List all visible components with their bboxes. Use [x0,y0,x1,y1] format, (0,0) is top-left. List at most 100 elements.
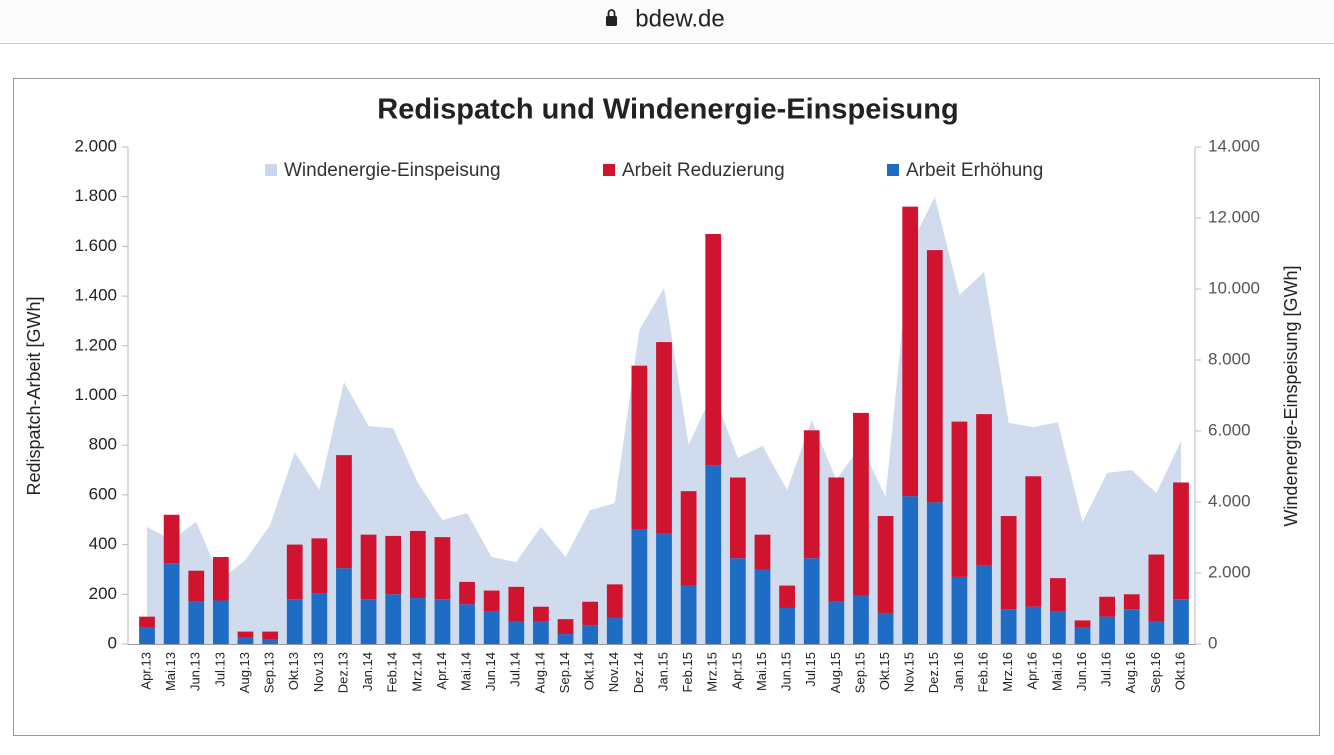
bar-segment [188,570,205,602]
y-axis-label: Redispatch-Arbeit [GWh] [24,296,44,495]
bar-segment [779,585,795,608]
bar-segment [680,585,697,644]
lock-shackle [607,9,616,16]
bar-segment [631,365,648,530]
bar-segment [631,529,648,644]
x-tick-label: Jul.15 [803,652,818,687]
bar-segment [163,514,180,564]
x-tick-label: Jun.16 [1074,652,1089,691]
lock-icon [606,16,617,26]
y-tick-label: 1.800 [74,186,117,205]
x-tick-label: Feb.15 [680,652,695,692]
bar-segment [877,612,894,644]
y-tick-label: 1.400 [74,286,117,305]
x-tick-label: Jan.14 [360,652,375,691]
bar-segment [409,530,426,599]
bar-segment [262,639,278,644]
x-tick-label: Apr.16 [1025,652,1040,690]
bar-segment [1099,596,1116,617]
browser-bar: bdew.de [0,0,1334,44]
y-tick-label: 200 [89,584,117,603]
bar-segment [286,599,303,644]
y-tick-label: 400 [89,534,117,553]
bar-segment [336,568,352,644]
bar-segment [680,491,697,586]
y-tick-label: 0 [108,633,117,652]
bar-segment [409,598,426,644]
x-tick-label: Sep.13 [262,652,277,693]
x-tick-label: Nov.15 [902,652,917,692]
legend-item: Arbeit Reduzierung [603,160,785,181]
bar-segment [803,558,820,644]
y2-tick-label: 10.000 [1208,278,1260,297]
x-tick-label: Apr.13 [138,652,153,690]
bar-segment [877,516,894,613]
y-tick-label: 1.000 [74,385,117,404]
legend-swatch [603,164,615,176]
x-tick-label: Jul.13 [212,652,227,687]
bar-segment [139,627,155,644]
bar-segment [188,601,205,644]
y2-tick-label: 4.000 [1208,491,1251,510]
bar-segment [1173,482,1189,600]
bar-segment [1123,609,1140,644]
legend-item: Arbeit Erhöhung [887,160,1043,181]
legend-swatch [887,164,899,176]
bar-segment [286,544,303,600]
bar-segment [385,535,402,595]
x-tick-label: Mai.16 [1049,652,1064,691]
y2-tick-label: 8.000 [1208,349,1251,368]
bar-segment [1025,476,1042,607]
bar-segment [212,600,229,644]
x-tick-label: Mai.14 [458,652,473,691]
bar-segment [828,477,845,602]
bar-segment [582,601,599,626]
bar-segment [853,412,869,596]
legend-item: Windenergie-Einspeisung [265,160,501,181]
bar-segment [483,590,500,612]
bar-segment [434,537,451,600]
x-tick-label: Jun.14 [483,652,498,691]
x-tick-label: Aug.14 [532,652,547,693]
y-tick-label: 800 [89,435,117,454]
legend-label: Windenergie-Einspeisung [284,160,501,181]
x-tick-label: Dez.13 [335,652,350,693]
bar-segment [212,557,229,601]
x-tick-label: Dez.15 [926,652,941,693]
y2-tick-label: 2.000 [1208,562,1251,581]
bar-segment [951,576,968,644]
x-tick-label: Mai.15 [754,652,769,691]
x-tick-label: Jan.16 [951,652,966,691]
x-tick-label: Mrz.14 [409,652,424,692]
x-tick-label: Feb.14 [385,652,400,692]
bar-segment [1148,554,1165,622]
x-tick-label: Jun.15 [779,652,794,691]
y2-tick-label: 6.000 [1208,420,1251,439]
bar-segment [926,250,943,503]
y2-tick-label: 14.000 [1208,136,1260,155]
bar-segment [803,430,820,559]
bar-segment [606,584,623,618]
bar-segment [1074,627,1091,644]
x-tick-label: Okt.15 [877,652,892,690]
x-tick-label: Aug.15 [828,652,843,693]
x-tick-label: Aug.13 [237,652,252,693]
url[interactable]: bdew.de [635,5,724,32]
bar-segment [533,606,549,622]
bar-segment [976,414,992,566]
bar-segment [1074,620,1091,628]
bar-segment [902,496,919,644]
x-tick-label: Aug.16 [1123,652,1138,693]
bar-segment [360,534,377,600]
bar-segment [1173,599,1189,644]
bar-segment [459,581,475,605]
bar-segment [853,595,869,644]
y-tick-label: 600 [89,484,117,503]
bar-segment [533,621,549,644]
x-tick-label: Sep.16 [1148,652,1163,693]
y2-tick-label: 0 [1208,633,1217,652]
x-tick-label: Jun.13 [188,652,203,691]
y-tick-label: 1.200 [74,335,117,354]
bar-segment [705,465,722,644]
bar-segment [262,631,278,640]
